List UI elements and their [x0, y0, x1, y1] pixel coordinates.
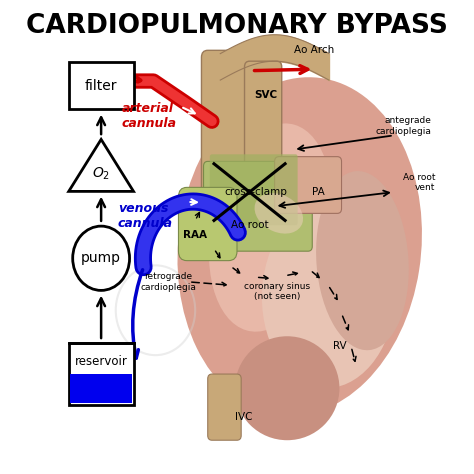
Text: PA: PA	[312, 187, 325, 197]
Text: retrograde
cardioplegia: retrograde cardioplegia	[140, 272, 196, 292]
Text: antegrade
cardioplegia: antegrade cardioplegia	[375, 116, 431, 136]
Text: SVC: SVC	[255, 90, 278, 100]
Text: filter: filter	[85, 79, 118, 93]
Ellipse shape	[209, 123, 332, 332]
Text: $O_2$: $O_2$	[92, 166, 110, 182]
FancyBboxPatch shape	[69, 62, 134, 109]
FancyBboxPatch shape	[201, 50, 246, 197]
FancyBboxPatch shape	[210, 155, 298, 225]
Text: Ao Arch: Ao Arch	[294, 46, 335, 55]
Polygon shape	[69, 139, 134, 191]
Text: cross-clamp: cross-clamp	[224, 187, 287, 197]
Ellipse shape	[316, 171, 409, 350]
FancyBboxPatch shape	[179, 187, 237, 261]
Text: coronary sinus
(not seen): coronary sinus (not seen)	[244, 282, 310, 301]
Ellipse shape	[255, 193, 303, 234]
Circle shape	[73, 226, 129, 291]
Text: RAA: RAA	[183, 229, 207, 240]
Bar	[70, 374, 132, 403]
FancyBboxPatch shape	[203, 161, 312, 251]
Ellipse shape	[235, 336, 339, 440]
FancyBboxPatch shape	[208, 374, 241, 440]
Text: Ao root
vent: Ao root vent	[403, 173, 436, 192]
Ellipse shape	[177, 77, 422, 416]
Ellipse shape	[262, 200, 396, 388]
Text: IVC: IVC	[235, 411, 252, 421]
Text: arterial
cannula: arterial cannula	[122, 102, 177, 130]
Text: RV: RV	[333, 341, 346, 351]
Text: venous
cannula: venous cannula	[118, 202, 173, 230]
Text: pump: pump	[81, 251, 121, 265]
Text: CARDIOPULMONARY BYPASS: CARDIOPULMONARY BYPASS	[26, 12, 448, 38]
FancyBboxPatch shape	[69, 343, 134, 405]
FancyBboxPatch shape	[274, 156, 342, 213]
Text: reservoir: reservoir	[75, 356, 128, 368]
Text: Ao root: Ao root	[231, 220, 268, 230]
FancyBboxPatch shape	[245, 61, 282, 195]
